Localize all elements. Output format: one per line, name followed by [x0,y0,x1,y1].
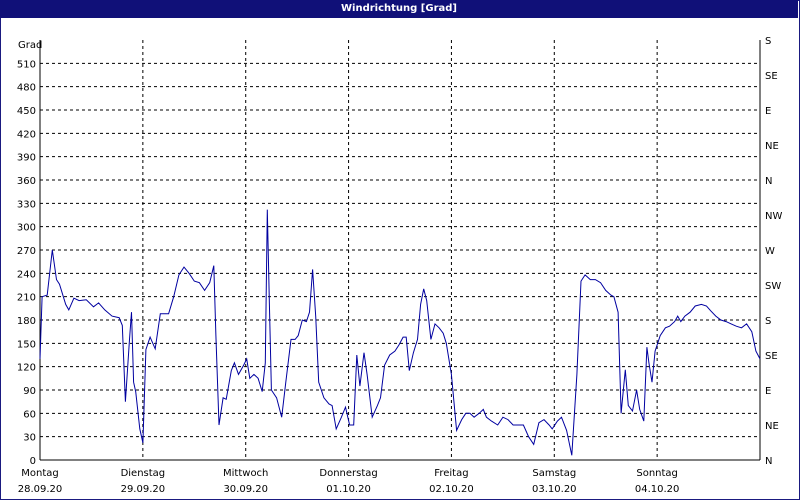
x-tick: Montag 28.09.20 [18,468,63,495]
y-tick-label: 30 [23,433,36,444]
y-tick-label: 210 [17,293,36,304]
compass-tick-label: NE [765,421,779,432]
x-tick: Freitag 02.10.20 [429,468,474,495]
y-tick-label: 120 [17,363,36,374]
y-tick-label: 60 [23,409,36,420]
compass-tick-label: NE [765,141,779,152]
y-tick-label: 240 [17,269,36,280]
y-tick-label: 180 [17,316,36,327]
y-tick-label: 0 [30,456,36,467]
y-tick-label: 390 [17,153,36,164]
x-tick-date: 04.10.20 [635,484,680,495]
x-tick: Donnerstag 01.10.20 [319,468,377,495]
x-tick-date: 02.10.20 [429,484,474,495]
x-tick-day: Freitag [434,468,468,479]
x-tick: Sonntag 04.10.20 [635,468,680,495]
y-tick-label: 150 [17,339,36,350]
compass-tick-label: SE [765,351,778,362]
y-tick-label: 450 [17,106,36,117]
y-axis-label: Grad [18,40,42,51]
x-tick-day: Sonntag [636,468,678,479]
y-tick-label: 510 [17,59,36,70]
y-tick-label: 330 [17,199,36,210]
left-axis: 0 30 60 90 120 150 180 210 240 270 300 330 360 390 420… [17,59,36,467]
x-tick-date: 03.10.20 [532,484,577,495]
compass-tick-label: E [765,386,771,397]
y-tick-label: 270 [17,246,36,257]
x-tick-day: Mittwoch [223,468,268,479]
wind-direction-line [39,209,761,456]
x-tick-date: 28.09.20 [18,484,63,495]
compass-tick-label: N [765,176,772,187]
x-tick-date: 30.09.20 [223,484,268,495]
x-tick: Samstag 03.10.20 [532,468,577,495]
window-title: Windrichtung [Grad] [0,0,798,18]
x-tick-day: Dienstag [121,468,166,479]
y-tick-label: 420 [17,129,36,140]
x-tick-date: 29.09.20 [121,484,166,495]
compass-tick-label: S [765,316,771,327]
x-tick-day: Donnerstag [319,468,377,479]
x-tick: Mittwoch 30.09.20 [223,468,268,495]
compass-tick-label: NW [765,211,782,222]
x-tick: Dienstag 29.09.20 [121,468,166,495]
compass-tick-label: W [765,246,775,257]
y-tick-label: 480 [17,83,36,94]
series-layer [39,209,761,456]
grid-lines [40,40,760,460]
y-tick-label: 90 [23,386,36,397]
plot-frame [39,40,761,461]
x-tick-day: Montag [21,468,58,479]
compass-tick-label: S [765,36,771,47]
y-tick-label: 360 [17,176,36,187]
compass-tick-label: SW [765,281,781,292]
x-tick-day: Samstag [532,468,576,479]
compass-tick-label: E [765,106,771,117]
x-tick-date: 01.10.20 [326,484,371,495]
compass-tick-label: SE [765,71,778,82]
x-axis: Montag 28.09.20 Dienstag 29.09.20 Mittwoch 30… [18,468,680,495]
compass-tick-label: N [765,456,772,467]
right-axis: N NE E SE S SW W NW N NE E SE S [765,36,782,467]
y-tick-label: 300 [17,223,36,234]
